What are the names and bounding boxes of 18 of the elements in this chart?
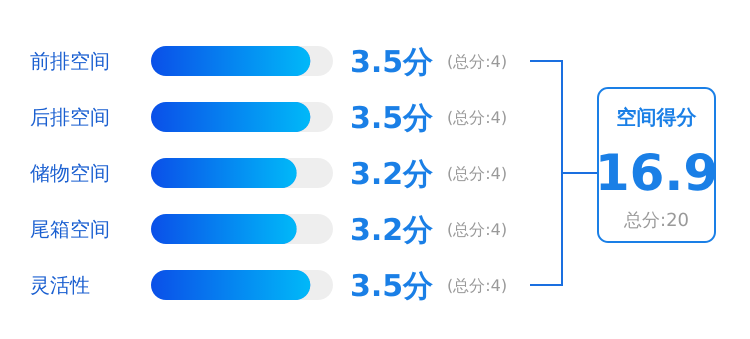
data-label: 3.5分 [350,269,434,304]
y-tick-label: 灵活性 [30,273,90,297]
text: 空间得分 [616,105,698,129]
data-label: 3.2分 [350,157,434,192]
y-tick-label: 尾箱空间 [30,217,110,241]
y-tick-label: 前排空间 [30,49,110,73]
text: (总分:4) [447,276,508,295]
data-label: 3.2分 [350,213,434,248]
data-label: 3.5分 [350,45,434,80]
text: (总分:4) [447,52,508,71]
text: (总分:4) [447,164,508,183]
data-label: 3.5分 [350,101,434,136]
text: 16.9 [594,144,718,202]
text: (总分:4) [447,220,508,239]
y-tick-label: 后排空间 [30,105,110,129]
y-tick-label: 储物空间 [30,161,110,185]
text: 总分:20 [623,210,689,231]
text: (总分:4) [447,108,508,127]
